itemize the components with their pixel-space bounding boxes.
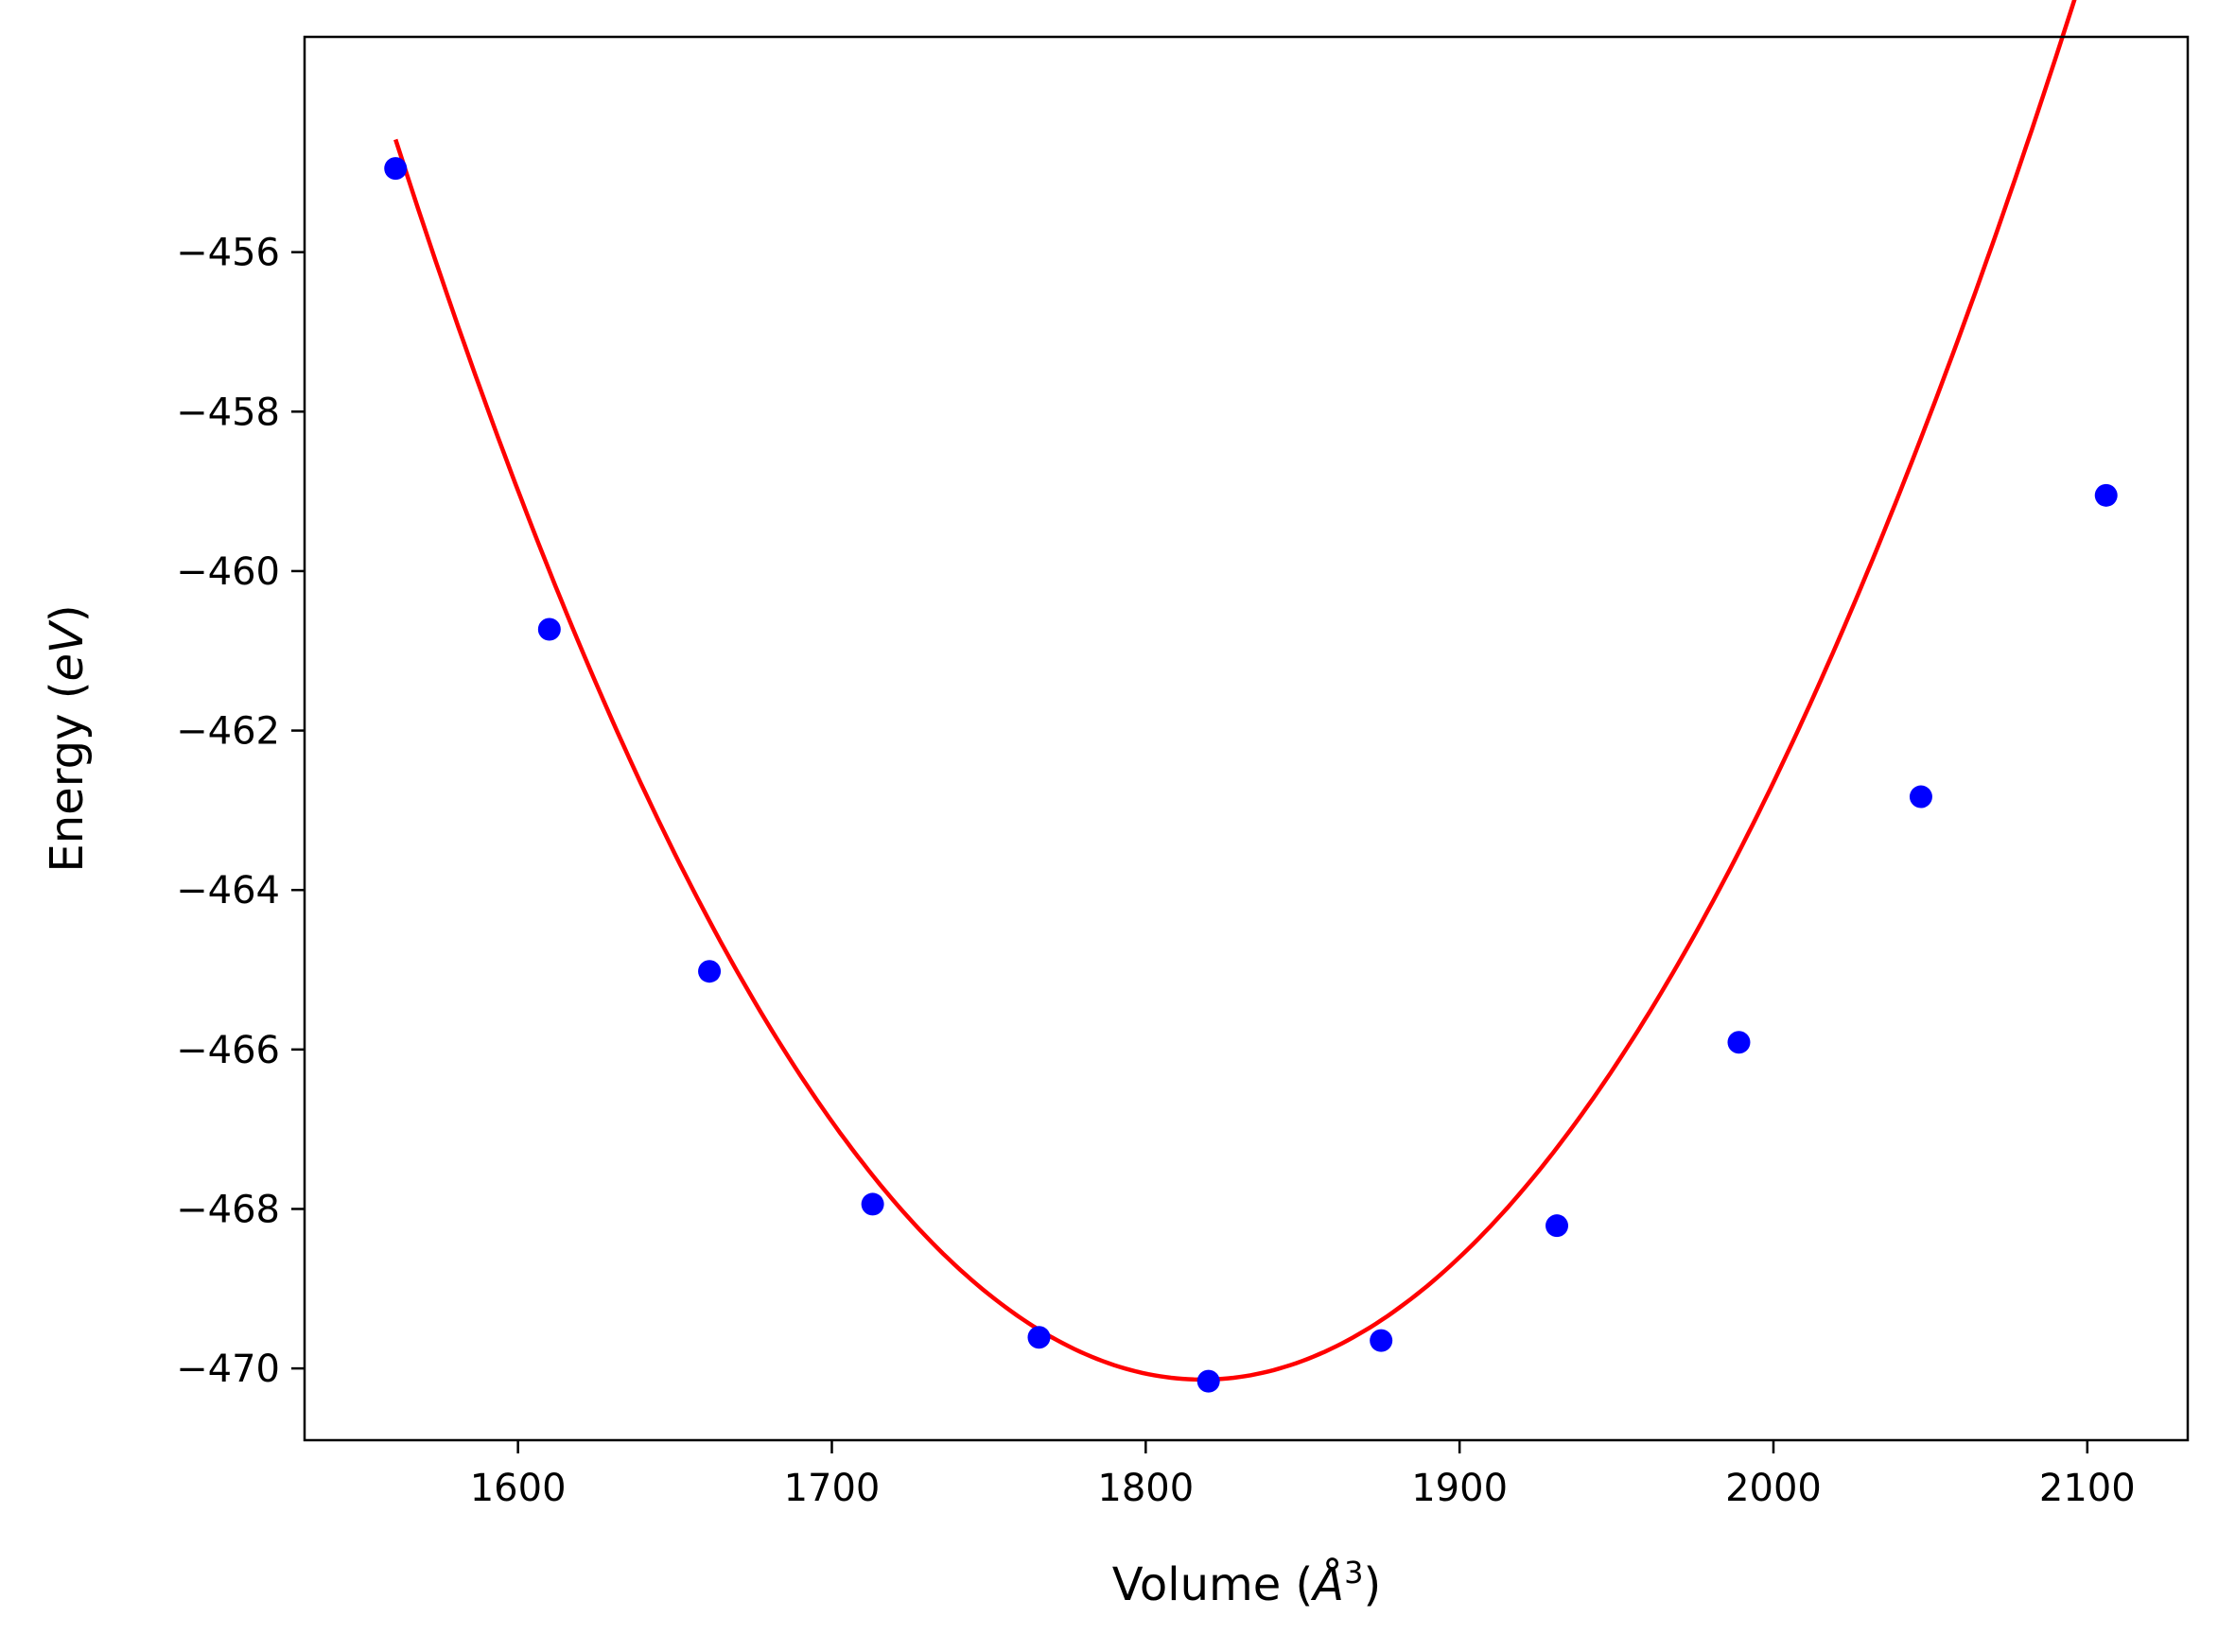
- x-axis: 1600 1700 1800 1900 2000 2100: [470, 1440, 2136, 1510]
- y-tick-label: −460: [176, 550, 280, 594]
- y-tick-label: −470: [176, 1348, 280, 1391]
- fit-curve: [393, 0, 2077, 1382]
- data-point: [1909, 785, 1932, 809]
- data-point: [1727, 1031, 1751, 1054]
- x-axis-title: Volume (Å3): [1112, 1555, 1381, 1611]
- y-tick-label: −464: [176, 869, 280, 913]
- x-tick-label: 1800: [1097, 1467, 1194, 1510]
- y-tick-label: −462: [176, 710, 280, 754]
- data-point: [1546, 1214, 1569, 1238]
- plot-frame: [303, 35, 2190, 1442]
- x-tick-label: 1600: [470, 1467, 567, 1510]
- y-tick-label: −456: [176, 232, 280, 275]
- x-tick-label: 1900: [1411, 1467, 1508, 1510]
- data-points-layer: [384, 157, 2118, 1393]
- data-point: [384, 157, 408, 181]
- data-point: [1196, 1369, 1220, 1393]
- data-point: [1370, 1329, 1393, 1352]
- data-point: [861, 1192, 884, 1216]
- fit-curve-layer: [393, 0, 2077, 1382]
- x-tick-label: 1700: [784, 1467, 881, 1510]
- plot-background: [305, 37, 2188, 1440]
- y-tick-label: −468: [176, 1188, 280, 1231]
- data-point: [537, 617, 561, 641]
- y-axis-title: Energy (eV): [41, 604, 94, 872]
- y-tick-label: −458: [176, 391, 280, 434]
- x-tick-label: 2100: [2039, 1467, 2136, 1510]
- x-tick-label: 2000: [1725, 1467, 1822, 1510]
- data-point: [1027, 1326, 1051, 1349]
- data-point: [2094, 483, 2118, 507]
- data-point: [698, 960, 722, 983]
- y-axis: −456 −458 −460 −462 −464 −466 −468 −470: [176, 232, 305, 1391]
- y-tick-label: −466: [176, 1029, 280, 1072]
